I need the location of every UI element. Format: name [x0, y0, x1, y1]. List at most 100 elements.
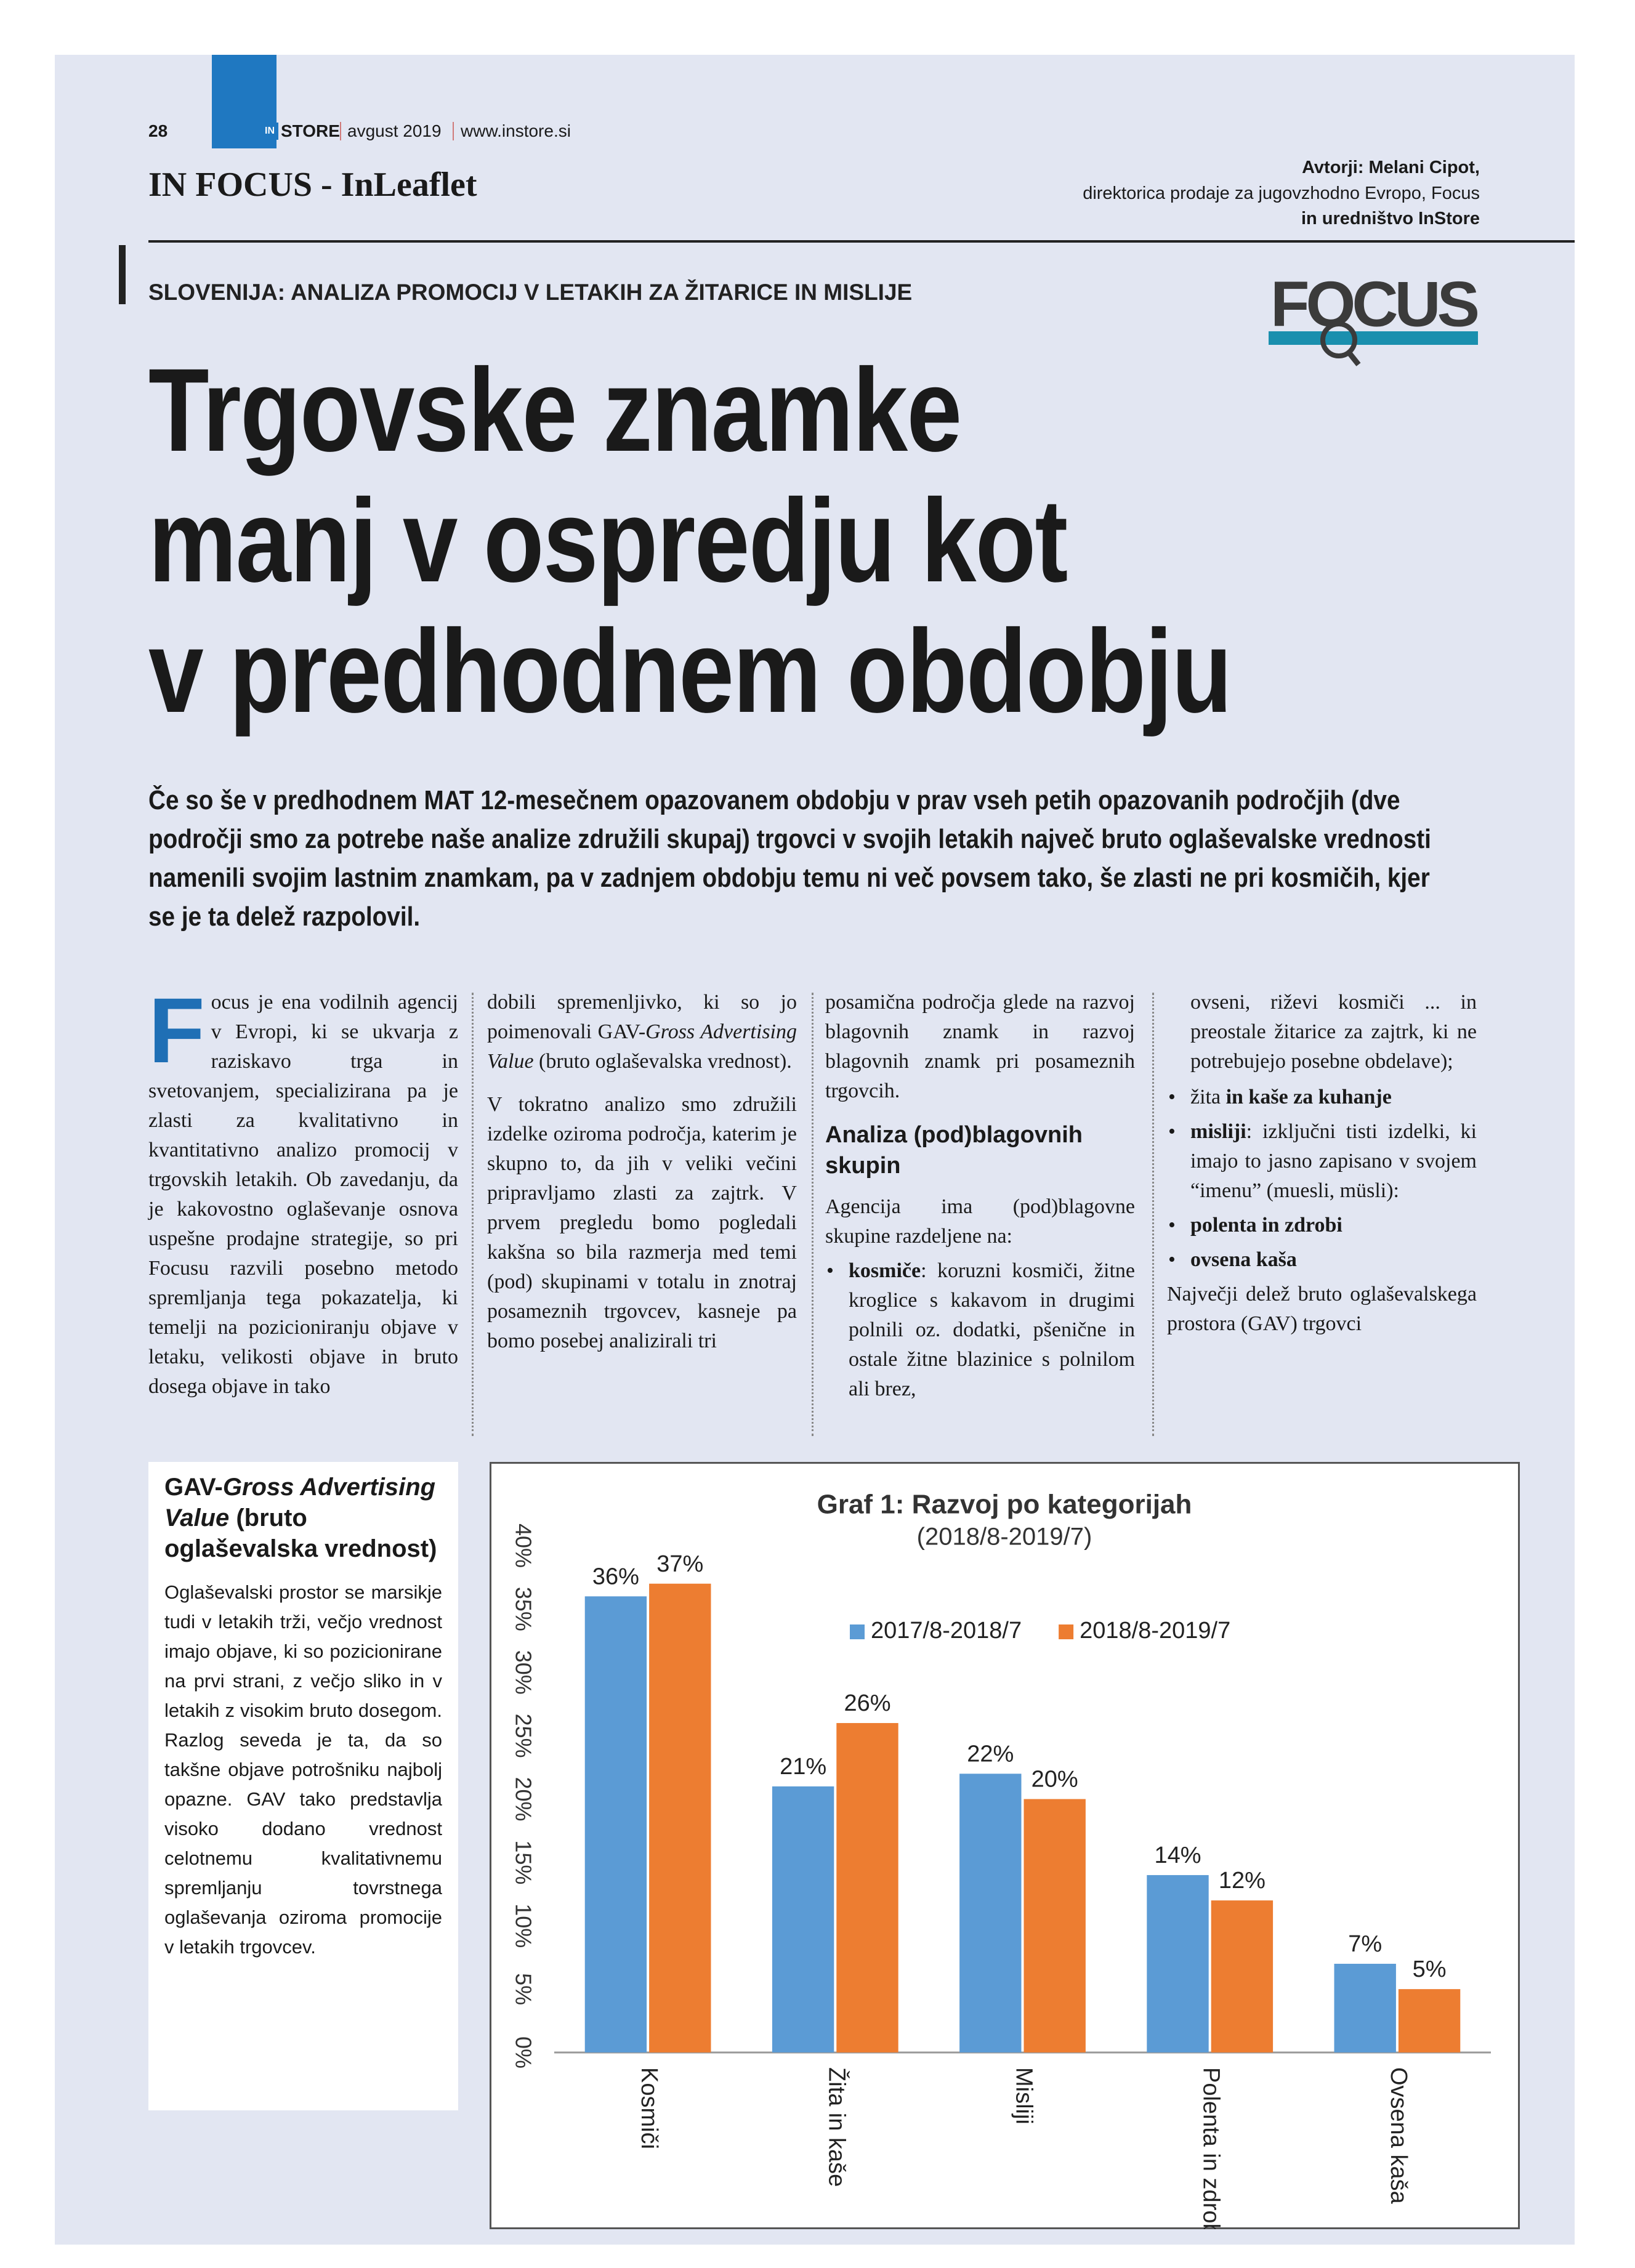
- separator: [340, 122, 341, 140]
- paragraph: ocus je ena vodilnih agencij v Evropi, k…: [148, 991, 458, 1398]
- paragraph: posamična področja glede na razvoj blago…: [825, 991, 1135, 1102]
- column-separator: [472, 993, 474, 1436]
- author-org: in uredništvo InStore: [1301, 209, 1480, 228]
- value-label: 7%: [1348, 1931, 1382, 1957]
- paragraph: dobili spremenljivko, ki so jo poimenova…: [487, 988, 797, 1076]
- paragraph: ovseni, riževi kosmiči ... in preostale …: [1190, 991, 1477, 1073]
- x-tick-label: Ovsena kaša: [1386, 2067, 1411, 2205]
- value-label: 14%: [1154, 1842, 1201, 1868]
- lead-paragraph: Če so še v predhodnem MAT 12-mesečnem op…: [148, 785, 1431, 932]
- chart-subtitle: (2018/8-2019/7): [917, 1523, 1092, 1551]
- text-run: žita: [1190, 1086, 1226, 1108]
- legend-swatch: [850, 1624, 865, 1639]
- value-label: 22%: [967, 1741, 1014, 1767]
- logo-lens: [1320, 321, 1357, 358]
- separator: [453, 122, 454, 140]
- issue: avgust 2019: [347, 121, 442, 140]
- brand-store: STORE: [281, 121, 340, 140]
- bar: [772, 1786, 834, 2052]
- section-title: IN FOCUS - InLeaflet: [148, 166, 477, 204]
- value-label: 36%: [592, 1564, 639, 1589]
- y-tick-label: 10%: [511, 1903, 536, 1948]
- column: posamična področja glede na razvoj blago…: [825, 988, 1135, 1409]
- logo-handle: [1346, 350, 1361, 366]
- headline-line: manj v ospredju kot: [148, 474, 1068, 607]
- paragraph: Največji delež bruto oglaševalskega pros…: [1167, 1283, 1477, 1335]
- bar: [649, 1583, 711, 2052]
- headline: Trgovske znamke manj v ospredju kot v pr…: [148, 344, 1232, 737]
- headline-line: v predhodnem obdobju: [148, 605, 1232, 737]
- paragraph: Agencija ima (pod)blagovne skupine razde…: [825, 1195, 1135, 1248]
- y-tick-label: 35%: [511, 1587, 536, 1631]
- bar: [1334, 1963, 1396, 2052]
- text-run-italic: Gross Advertising Value: [487, 1020, 797, 1073]
- value-label: 12%: [1219, 1868, 1266, 1894]
- bar: [836, 1723, 898, 2052]
- text-run: : izključni tisti izdelki, ki imajo to j…: [1190, 1120, 1477, 1202]
- x-tick-label: Žita in kaše: [823, 2067, 850, 2187]
- value-label: 5%: [1413, 1956, 1447, 1982]
- value-label: 37%: [656, 1551, 703, 1577]
- y-tick-label: 40%: [511, 1523, 536, 1568]
- text-run-bold: ovsena kaša: [1190, 1248, 1297, 1271]
- x-tick-label: Polenta in zdrobi: [1198, 2067, 1224, 2229]
- focus-logo: FOCUS: [1269, 271, 1482, 366]
- bar: [1023, 1799, 1086, 2052]
- y-tick-label: 15%: [511, 1840, 536, 1884]
- bullet: polenta in zdrobi: [1167, 1211, 1477, 1240]
- kicker: SLOVENIJA: ANALIZA PROMOCIJ V LETAKIH ZA…: [148, 280, 913, 305]
- brand-in: IN: [261, 123, 278, 140]
- legend-swatch: [1059, 1624, 1074, 1639]
- bar: [584, 1596, 647, 2052]
- paragraph: V tokratno analizo smo združili izdelke …: [487, 1093, 797, 1352]
- text-run-italic: Gross Advertising Value: [164, 1474, 436, 1532]
- author: Avtorji: Melani Cipot,: [1302, 158, 1480, 177]
- headline-line: Trgovske znamke: [148, 344, 962, 476]
- legend-label: 2017/8-2018/7: [871, 1618, 1022, 1644]
- text-run: GAV-: [164, 1474, 223, 1501]
- bar: [1211, 1900, 1274, 2052]
- y-tick-label: 25%: [511, 1714, 536, 1758]
- column-separator: [1152, 993, 1154, 1436]
- author-role: direktorica prodaje za jugovzhodno Evrop…: [1083, 184, 1480, 203]
- legend-label: 2018/8-2019/7: [1080, 1618, 1230, 1644]
- text-run: (bruto oglaševalska vrednost).: [533, 1050, 792, 1073]
- kicker-bar: [119, 245, 126, 304]
- y-tick-label: 30%: [511, 1650, 536, 1695]
- value-label: 20%: [1031, 1767, 1078, 1793]
- page-number: 28: [148, 121, 168, 140]
- text-run: dobili spremenljivko, ki so jo poimenova…: [487, 991, 797, 1043]
- website: www.instore.si: [461, 121, 571, 140]
- value-label: 21%: [780, 1754, 826, 1780]
- y-tick-label: 0%: [511, 2036, 536, 2068]
- chart: Graf 1: Razvoj po kategorijah (2018/8-20…: [490, 1462, 1520, 2229]
- x-tick-label: Kosmiči: [636, 2067, 662, 2149]
- y-tick-label: 20%: [511, 1777, 536, 1821]
- text-run-bold: misliji: [1190, 1120, 1246, 1143]
- bullet: kosmiče: koruzni kosmiči, žitne kroglice…: [825, 1256, 1135, 1404]
- sidebar: GAV-Gross Advertising Value (bruto oglaš…: [148, 1462, 458, 2110]
- subheading: Analiza (pod)blagovnih skupin: [825, 1122, 1083, 1179]
- bar: [1147, 1875, 1209, 2052]
- bar: [1398, 1989, 1461, 2052]
- bullet: žita in kaše za kuhanje: [1167, 1083, 1477, 1112]
- y-tick-label: 5%: [511, 1973, 536, 2005]
- bullet: ovsena kaša: [1167, 1245, 1477, 1275]
- logo-text: FOCUS: [1270, 271, 1478, 340]
- column-separator: [812, 993, 813, 1436]
- column: ovseni, riževi kosmiči ... in preostale …: [1167, 988, 1477, 1352]
- sidebar-title: GAV-Gross Advertising Value (bruto oglaš…: [164, 1472, 442, 1564]
- value-label: 26%: [844, 1690, 890, 1716]
- bullet: misliji: izključni tisti izdelki, ki ima…: [1167, 1117, 1477, 1206]
- text-run-bold: kosmiče: [849, 1259, 921, 1282]
- header-rule: [148, 240, 1575, 243]
- column: dobili spremenljivko, ki so jo poimenova…: [487, 988, 797, 1370]
- text-run: (bruto oglaševalska vrednost): [164, 1504, 437, 1562]
- x-tick-label: Misliji: [1011, 2067, 1036, 2125]
- drop-cap: F: [148, 979, 205, 1082]
- bar: [959, 1774, 1022, 2052]
- text-run: : koruzni kosmiči, žitne kroglice s kaka…: [849, 1259, 1135, 1400]
